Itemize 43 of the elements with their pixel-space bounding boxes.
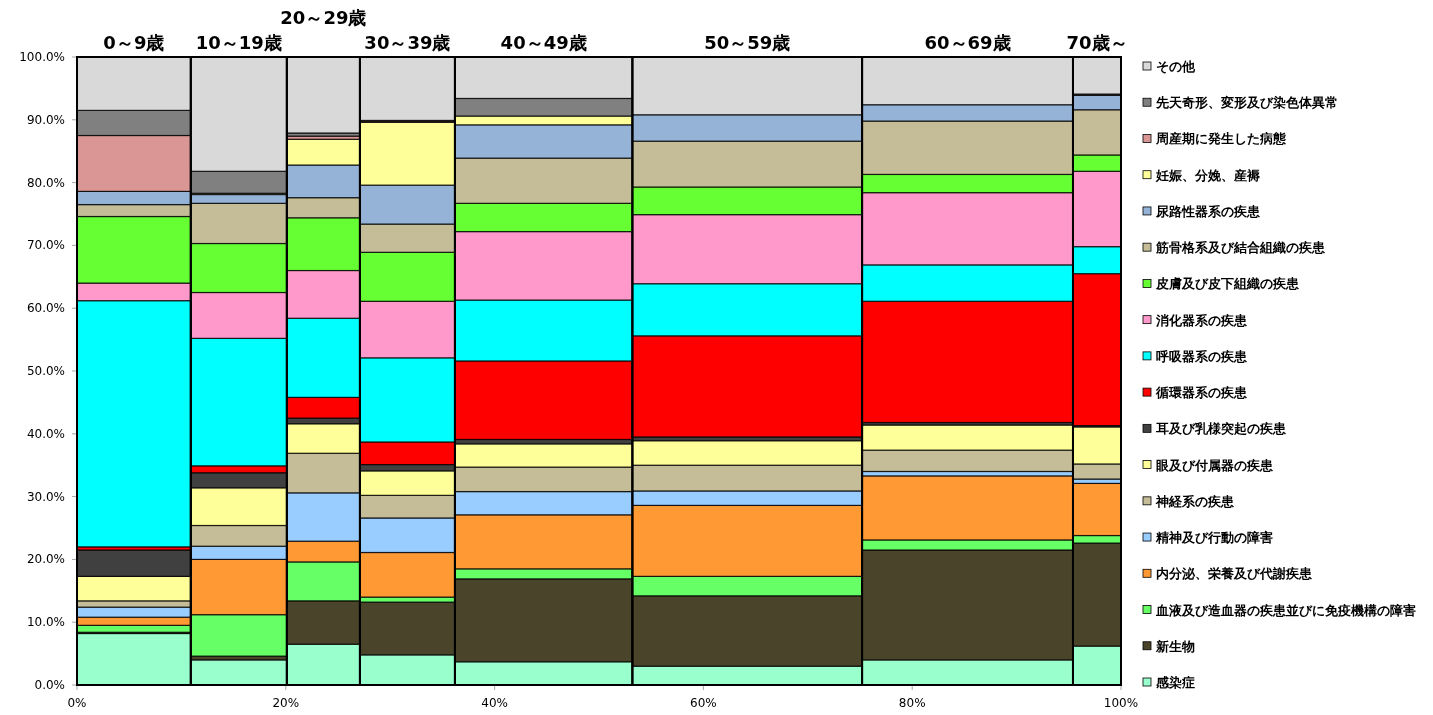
- legend-label: 血液及び造血器の疾患並びに免疫機構の障害: [1155, 602, 1416, 618]
- text: 60～69歳: [924, 32, 1011, 53]
- x-tick-label: 80%: [898, 696, 926, 710]
- text: 20～29歳: [280, 7, 367, 28]
- legend-label: 消化器系の疾患: [1155, 312, 1248, 328]
- y-tick-label: 40.0%: [26, 426, 65, 441]
- x-tick-label: 0%: [67, 696, 87, 710]
- y-tick-label: 30.0%: [26, 489, 65, 504]
- legend-label: 精神及び行動の障害: [1155, 530, 1273, 546]
- legend-label: 循環器系の疾患: [1155, 385, 1248, 401]
- legend-label: 皮膚及び皮下組織の疾患: [1155, 276, 1300, 292]
- x-tick-label: 20%: [272, 696, 300, 710]
- y-tick-label: 100.0%: [19, 50, 65, 64]
- legend-label: 妊娠、分娩、産褥: [1155, 167, 1261, 183]
- legend-label: 耳及び乳様突起の疾患: [1155, 421, 1287, 437]
- legend-label: 呼吸器系の疾患: [1156, 348, 1248, 364]
- y-tick-label: 90.0%: [26, 112, 65, 127]
- y-tick-label: 80.0%: [26, 175, 65, 190]
- y-tick-label: 70.0%: [26, 238, 65, 253]
- legend-label: 新生物: [1155, 638, 1195, 654]
- legend-label: 周産期に発生した病態: [1155, 131, 1287, 147]
- text: 40～49歳: [500, 32, 587, 53]
- x-tick-label: 60%: [690, 696, 717, 710]
- text: 50～59歳: [704, 32, 791, 53]
- y-tick-label: 50.0%: [26, 364, 65, 378]
- legend-label: 内分泌、栄養及び代謝疾患: [1156, 566, 1313, 582]
- x-tick-label: 40%: [481, 696, 508, 710]
- legend-label: その他: [1156, 59, 1196, 74]
- text: 10～19歳: [195, 32, 282, 53]
- y-tick-label: 20.0%: [26, 552, 65, 567]
- legend-label: 筋骨格系及び結合組織の疾患: [1155, 240, 1326, 256]
- legend-label: 感染症: [1155, 675, 1195, 690]
- y-tick-label: 0.0%: [34, 678, 65, 692]
- y-tick-label: 60.0%: [26, 301, 65, 316]
- y-tick-label: 10.0%: [26, 615, 65, 630]
- legend-label: 尿路性器系の疾患: [1155, 203, 1261, 219]
- text: 0～9歳: [103, 32, 165, 53]
- x-tick-label: 100%: [1103, 696, 1139, 710]
- legend-label: 神経系の疾患: [1155, 493, 1235, 509]
- legend-label: 先天奇形、変形及び染色体異常: [1155, 95, 1338, 111]
- legend-label: 眼及び付属器の疾患: [1156, 457, 1274, 473]
- text: 70歳～: [1066, 32, 1128, 53]
- text: 30～39歳: [364, 32, 451, 53]
